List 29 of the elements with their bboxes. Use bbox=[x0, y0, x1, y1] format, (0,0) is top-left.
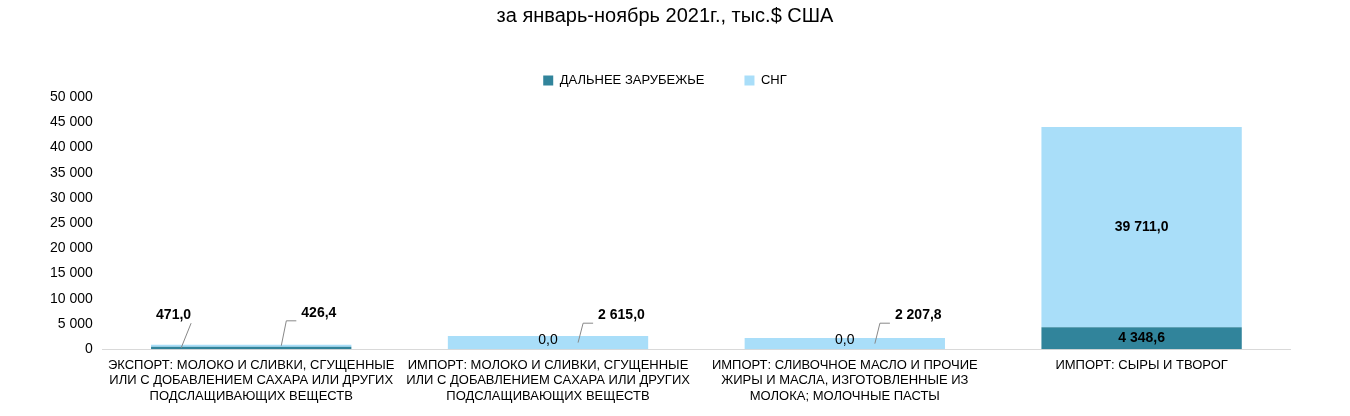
y-tick-label: 45 000 bbox=[49, 113, 94, 130]
legend-label: ДАЛЬНЕЕ ЗАРУБЕЖЬЕ bbox=[559, 72, 705, 88]
y-tick-label: 20 000 bbox=[49, 239, 94, 256]
bar bbox=[447, 336, 649, 350]
bar bbox=[1041, 327, 1242, 350]
x-tick-label: ИМПОРТ: СЫРЫ И ТВОРОГ bbox=[1055, 356, 1228, 372]
x-tick-label: ИМПОРТ: СЛИВОЧНОЕ МАСЛО И ПРОЧИЕ ЖИРЫ И МАСЛА, ИЗГОТОВЛЕННЫЕ ИЗ МОЛОКА; МОЛОЧНЫЕ ПАСТЫ bbox=[711, 356, 979, 403]
data-label: 2 615,0 bbox=[598, 306, 646, 323]
y-tick-label: 50 000 bbox=[49, 87, 94, 104]
chart-title: за январь-ноябрь 2021г., тыс.$ США bbox=[496, 3, 835, 26]
y-tick-label: 15 000 bbox=[49, 264, 94, 281]
data-label: 2 207,8 bbox=[894, 306, 942, 323]
y-tick-label: 5 000 bbox=[57, 314, 94, 331]
data-label: 0,0 bbox=[835, 331, 855, 348]
y-tick-label: 35 000 bbox=[49, 163, 94, 180]
data-label: 471,0 bbox=[156, 306, 192, 323]
data-label: 0,0 bbox=[538, 331, 558, 348]
x-tick-label: ЭКСПОРТ: МОЛОКО И СЛИВКИ, СГУЩЕННЫЕ ИЛИ С ДОБАВЛЕНИЕМ САХАРА ИЛИ ДРУГИХ ПОДСЛАЩИВАЮЩИХ ВЕЩЕСТВ bbox=[107, 356, 395, 403]
y-tick-label: 40 000 bbox=[49, 138, 94, 155]
legend-label: СНГ bbox=[760, 72, 787, 88]
data-label: 426,4 bbox=[301, 303, 337, 320]
data-label: 4 348,6 bbox=[1118, 329, 1166, 346]
y-tick-label: 10 000 bbox=[49, 289, 94, 306]
y-tick-label: 25 000 bbox=[49, 213, 94, 230]
x-tick-label: ИМПОРТ: МОЛОКО И СЛИВКИ, СГУЩЕННЫЕ ИЛИ С ДОБАВЛЕНИЕМ САХАРА ИЛИ ДРУГИХ ПОДСЛАЩИВАЮЩИХ ВЕЩЕСТВ bbox=[406, 356, 691, 403]
y-tick-label: 0 bbox=[85, 340, 94, 357]
bar bbox=[1041, 126, 1242, 328]
data-label: 39 711,0 bbox=[1114, 217, 1169, 234]
y-tick-label: 30 000 bbox=[49, 188, 94, 205]
